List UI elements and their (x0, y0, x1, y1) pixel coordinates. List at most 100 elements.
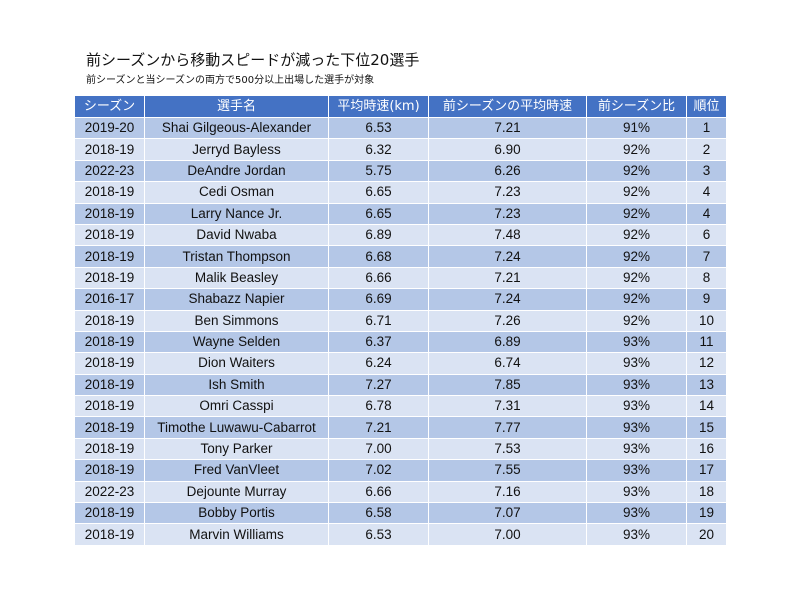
player-name-cell: Shabazz Napier (144, 288, 329, 311)
avg-speed-cell: 7.21 (328, 416, 429, 439)
player-name-cell: Larry Nance Jr. (144, 202, 329, 225)
prev-avg-speed-cell: 7.21 (428, 116, 587, 140)
rank-cell: 12 (686, 352, 727, 375)
rank-cell: 3 (686, 159, 727, 183)
prev-avg-speed-cell: 6.89 (428, 330, 587, 354)
column-header-rank: 順位 (686, 95, 727, 118)
rank-cell: 2 (686, 138, 727, 161)
table-row: 2018-19 Bobby Portis 6.58 7.07 93% 19 (74, 502, 727, 525)
table-row: 2016-17 Shabazz Napier 6.69 7.24 92% 9 (74, 288, 727, 311)
player-name-cell: Dion Waiters (144, 352, 329, 375)
avg-speed-cell: 6.58 (328, 502, 429, 525)
prev-avg-speed-cell: 6.26 (428, 159, 587, 183)
rank-cell: 4 (686, 202, 727, 225)
table-row: 2018-19 Dion Waiters 6.24 6.74 93% 12 (74, 352, 727, 375)
prev-ratio-cell: 92% (586, 223, 687, 247)
table-row: 2019-20 Shai Gilgeous-Alexander 6.53 7.21 91… (74, 116, 727, 140)
avg-speed-cell: 6.68 (328, 245, 429, 268)
prev-ratio-cell: 93% (586, 437, 687, 461)
season-cell: 2018-19 (74, 459, 145, 482)
rank-cell: 14 (686, 395, 727, 418)
season-cell: 2018-19 (74, 523, 145, 546)
season-cell: 2022-23 (74, 480, 145, 504)
prev-ratio-cell: 92% (586, 181, 687, 204)
season-cell: 2018-19 (74, 202, 145, 225)
rank-cell: 4 (686, 181, 727, 204)
ranking-table: シーズン 選手名 平均時速(km) 前シーズンの平均時速 前シーズン比 順位 2… (74, 95, 727, 546)
table-title: 前シーズンから移動スピードが減った下位20選手 (86, 51, 420, 69)
rank-cell: 16 (686, 437, 727, 461)
rank-cell: 9 (686, 288, 727, 311)
table-row: 2018-19 Ben Simmons 6.71 7.26 92% 10 (74, 309, 727, 332)
avg-speed-cell: 6.24 (328, 352, 429, 375)
prev-ratio-cell: 93% (586, 416, 687, 439)
avg-speed-cell: 6.65 (328, 202, 429, 225)
player-name-cell: Fred VanVleet (144, 459, 329, 482)
prev-ratio-cell: 92% (586, 138, 687, 161)
prev-ratio-cell: 92% (586, 266, 687, 290)
season-cell: 2018-19 (74, 266, 145, 290)
table-row: 2018-19 Timothe Luwawu-Cabarrot 7.21 7.77 93… (74, 416, 727, 439)
prev-ratio-cell: 92% (586, 202, 687, 225)
table-row: 2018-19 Tristan Thompson 6.68 7.24 92% 7 (74, 245, 727, 268)
rank-cell: 18 (686, 480, 727, 504)
player-name-cell: Tristan Thompson (144, 245, 329, 268)
prev-avg-speed-cell: 7.77 (428, 416, 587, 439)
avg-speed-cell: 6.69 (328, 288, 429, 311)
prev-avg-speed-cell: 7.23 (428, 202, 587, 225)
table-row: 2018-19 Marvin Williams 6.53 7.00 93% 20 (74, 523, 727, 546)
table-body: 2019-20 Shai Gilgeous-Alexander 6.53 7.21 91… (74, 116, 727, 546)
prev-avg-speed-cell: 7.00 (428, 523, 587, 546)
rank-cell: 6 (686, 223, 727, 247)
prev-avg-speed-cell: 7.24 (428, 245, 587, 268)
column-header-season: シーズン (74, 95, 145, 118)
player-name-cell: Ben Simmons (144, 309, 329, 332)
player-name-cell: Timothe Luwawu-Cabarrot (144, 416, 329, 439)
rank-cell: 13 (686, 373, 727, 397)
player-name-cell: Bobby Portis (144, 502, 329, 525)
player-name-cell: Omri Casspi (144, 395, 329, 418)
player-name-cell: Dejounte Murray (144, 480, 329, 504)
prev-ratio-cell: 93% (586, 373, 687, 397)
rank-cell: 15 (686, 416, 727, 439)
avg-speed-cell: 7.02 (328, 459, 429, 482)
prev-avg-speed-cell: 7.24 (428, 288, 587, 311)
prev-avg-speed-cell: 7.26 (428, 309, 587, 332)
prev-avg-speed-cell: 7.31 (428, 395, 587, 418)
prev-ratio-cell: 93% (586, 330, 687, 354)
season-cell: 2018-19 (74, 309, 145, 332)
header-row: シーズン 選手名 平均時速(km) 前シーズンの平均時速 前シーズン比 順位 (74, 95, 727, 118)
prev-ratio-cell: 92% (586, 245, 687, 268)
table-row: 2018-19 Malik Beasley 6.66 7.21 92% 8 (74, 266, 727, 290)
avg-speed-cell: 6.78 (328, 395, 429, 418)
prev-avg-speed-cell: 7.16 (428, 480, 587, 504)
table-row: 2022-23 Dejounte Murray 6.66 7.16 93% 18 (74, 480, 727, 504)
prev-avg-speed-cell: 7.07 (428, 502, 587, 525)
prev-avg-speed-cell: 7.85 (428, 373, 587, 397)
column-header-prev-ratio: 前シーズン比 (586, 95, 687, 118)
rank-cell: 10 (686, 309, 727, 332)
avg-speed-cell: 5.75 (328, 159, 429, 183)
player-name-cell: Ish Smith (144, 373, 329, 397)
prev-avg-speed-cell: 7.53 (428, 437, 587, 461)
season-cell: 2018-19 (74, 352, 145, 375)
season-cell: 2019-20 (74, 116, 145, 140)
avg-speed-cell: 6.53 (328, 523, 429, 546)
season-cell: 2018-19 (74, 416, 145, 439)
avg-speed-cell: 6.65 (328, 181, 429, 204)
column-header-prev-avg-speed: 前シーズンの平均時速 (428, 95, 587, 118)
avg-speed-cell: 6.66 (328, 266, 429, 290)
avg-speed-cell: 6.71 (328, 309, 429, 332)
season-cell: 2018-19 (74, 373, 145, 397)
rank-cell: 1 (686, 116, 727, 140)
season-cell: 2018-19 (74, 437, 145, 461)
table-header: シーズン 選手名 平均時速(km) 前シーズンの平均時速 前シーズン比 順位 (74, 95, 727, 118)
table-row: 2018-19 Wayne Selden 6.37 6.89 93% 11 (74, 330, 727, 354)
season-cell: 2018-19 (74, 245, 145, 268)
prev-ratio-cell: 93% (586, 523, 687, 546)
player-name-cell: Tony Parker (144, 437, 329, 461)
prev-avg-speed-cell: 6.90 (428, 138, 587, 161)
rank-cell: 7 (686, 245, 727, 268)
prev-ratio-cell: 91% (586, 116, 687, 140)
prev-ratio-cell: 93% (586, 459, 687, 482)
